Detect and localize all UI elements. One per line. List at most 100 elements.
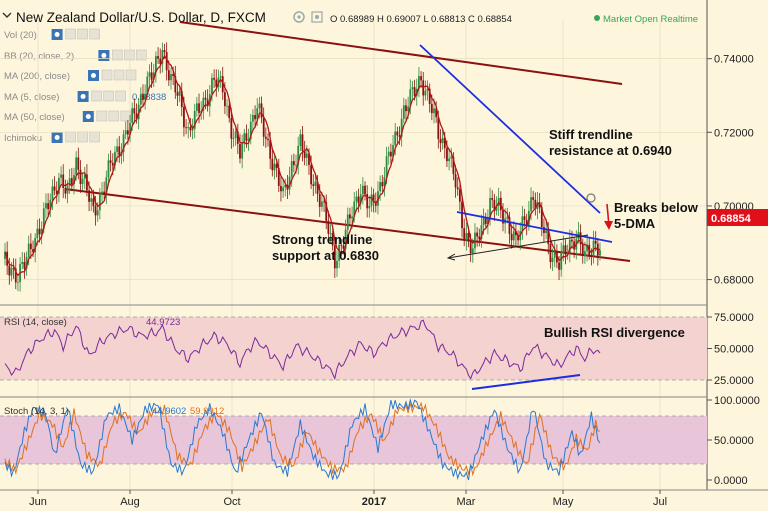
settings-icon[interactable] — [96, 110, 108, 122]
settings-icon[interactable] — [101, 69, 113, 81]
candle — [29, 233, 32, 259]
indicator-label-row[interactable]: MA (50, close) — [4, 110, 132, 123]
candle — [523, 208, 526, 227]
candle — [148, 64, 151, 87]
settings-icon[interactable] — [112, 49, 123, 61]
stoch-tick-label: 50.0000 — [714, 435, 754, 447]
candle — [400, 108, 403, 147]
candle — [480, 214, 483, 248]
eye-icon[interactable] — [88, 70, 99, 81]
candle — [515, 222, 517, 246]
plus-icon[interactable] — [124, 49, 135, 61]
candle — [260, 96, 263, 124]
indicator-label-row[interactable]: BB (20, close, 2) — [4, 49, 147, 62]
close-icon[interactable] — [120, 110, 132, 122]
settings-icon[interactable] — [91, 90, 102, 102]
candle — [277, 158, 280, 192]
candle — [534, 192, 537, 216]
gear-icon[interactable] — [293, 11, 305, 23]
current-price-badge — [707, 209, 768, 226]
candle — [543, 218, 545, 243]
settings-icon[interactable] — [65, 28, 76, 40]
eye-icon[interactable] — [98, 50, 110, 61]
candle — [389, 143, 392, 167]
plus-icon[interactable] — [108, 110, 120, 122]
candle — [331, 228, 334, 251]
indicator-label-row[interactable]: MA (5, close) — [4, 90, 126, 103]
candle — [8, 257, 11, 285]
indicator-label: MA (5, close) — [4, 92, 59, 103]
candle — [23, 252, 26, 279]
candle — [338, 236, 341, 268]
candle — [346, 207, 349, 239]
breaks-arrowhead — [604, 221, 613, 230]
candle — [47, 193, 50, 218]
candle — [142, 84, 144, 108]
close-icon[interactable] — [136, 49, 147, 61]
stoch-tick-label: 0.0000 — [714, 475, 748, 487]
close-icon[interactable] — [89, 131, 100, 143]
candle — [129, 115, 131, 143]
candle — [122, 129, 125, 162]
support-trendline — [456, 211, 613, 243]
close-icon[interactable] — [125, 69, 137, 81]
price-tick-label: 0.68000 — [714, 275, 754, 287]
candle — [159, 48, 162, 74]
close-icon[interactable] — [89, 28, 100, 40]
price-panel — [0, 20, 707, 490]
candle — [476, 226, 479, 247]
candle — [491, 190, 494, 208]
plus-icon[interactable] — [103, 90, 114, 102]
eye-icon[interactable] — [51, 132, 63, 143]
eye-icon[interactable] — [51, 29, 63, 40]
candle — [297, 136, 300, 175]
candle — [133, 98, 136, 124]
plus-icon[interactable] — [77, 131, 88, 143]
plus-icon[interactable] — [113, 69, 125, 81]
ma5-value: 0.68838 — [132, 92, 166, 103]
settings-icon[interactable] — [311, 11, 323, 23]
candle — [321, 191, 323, 212]
candle — [206, 89, 209, 112]
candle — [51, 179, 54, 210]
chevron-down-icon[interactable] — [2, 12, 12, 18]
candle — [215, 69, 218, 97]
candle — [584, 241, 586, 264]
time-tick-label: Jul — [653, 496, 667, 508]
eye-icon[interactable] — [82, 111, 94, 122]
candle — [187, 122, 190, 139]
candle — [387, 146, 390, 165]
candle — [349, 207, 351, 226]
time-tick-label: Mar — [457, 496, 476, 508]
candle — [157, 47, 159, 64]
eye-icon[interactable] — [77, 91, 89, 102]
support-pointer-arrow — [447, 234, 589, 259]
indicator-label-row[interactable]: Vol (20) — [4, 28, 100, 41]
upper-channel-line — [179, 21, 623, 85]
candle — [489, 187, 491, 226]
candle — [62, 164, 65, 199]
candle — [452, 152, 455, 181]
current-price-label: 0.68854 — [711, 213, 752, 225]
settings-icon[interactable] — [65, 131, 76, 143]
candle — [247, 128, 250, 151]
candle — [36, 219, 39, 246]
indicator-label-row[interactable]: Ichimoku — [4, 131, 100, 144]
candle — [185, 119, 187, 135]
candle — [517, 230, 519, 246]
stoch-label: Stoch (14, 3, 1) — [4, 406, 69, 417]
candle — [236, 123, 239, 154]
candle — [118, 136, 121, 163]
candle — [165, 42, 168, 81]
indicator-label-row[interactable]: MA (200, close) — [4, 69, 137, 82]
plus-icon[interactable] — [77, 28, 88, 40]
candle — [579, 224, 582, 255]
candle — [383, 167, 386, 197]
candle — [262, 107, 265, 147]
candle — [303, 140, 306, 166]
candle — [411, 80, 414, 100]
market-status: Market Open Realtime — [603, 14, 698, 25]
candle — [68, 168, 71, 194]
close-icon[interactable] — [115, 90, 126, 102]
candle — [344, 219, 347, 259]
